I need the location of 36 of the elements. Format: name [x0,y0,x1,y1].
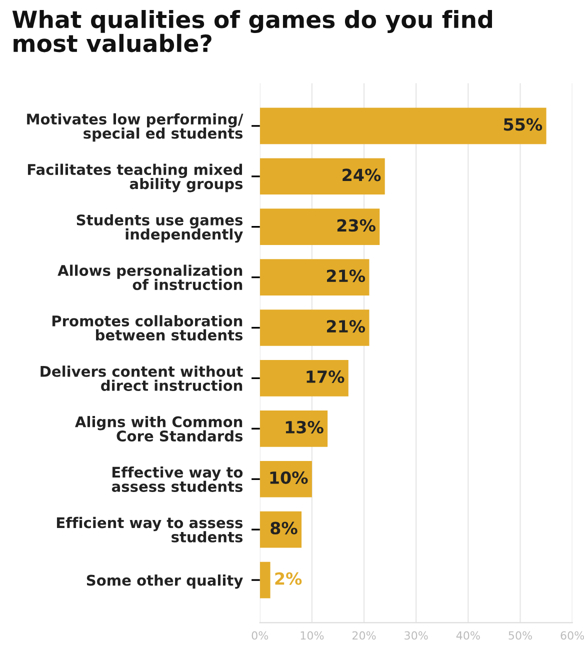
x-tick-label: 50% [508,631,532,640]
data-label: 21% [327,320,366,333]
data-label: 8% [270,522,298,534]
y-tick-label: Aligns with Common Core Standards [75,416,243,442]
bar [260,259,370,296]
x-tick-label: 10% [300,631,324,640]
bar [260,158,385,195]
data-label: 2% [275,572,302,585]
y-tick-label: Some other quality [86,574,243,589]
data-label: 23% [337,219,376,232]
y-tick-label: Delivers content without direct instruction [40,366,243,392]
x-tick-label: 0% [252,631,268,640]
data-label: 24% [342,168,381,182]
bar [260,360,348,396]
bar [260,562,270,598]
y-tick-label: Promotes collaboration between students [52,315,243,341]
bar [260,108,546,144]
bar [260,410,328,447]
bar [260,310,370,346]
y-tick-label: Motivates low performing/ special ed students [27,113,244,142]
y-tick-label: Facilitates teaching mixed ability groups [28,164,243,192]
chart-title: What qualities of games do you find most valuable? [12,10,492,52]
bar [260,208,380,246]
data-label: 55% [504,118,542,131]
y-tick-label: Effective way to assess students [112,466,243,492]
y-tick-label: Allows personalization of instruction [58,264,242,290]
y-tick-label: Efficient way to assess students [56,516,243,542]
x-tick-label: 40% [456,631,480,640]
data-label: 17% [306,370,344,384]
data-label: 13% [286,420,324,434]
x-tick-label: 20% [352,631,376,640]
x-tick-label: 30% [404,631,428,640]
data-label: 10% [270,471,308,484]
x-tick-label: 60% [560,631,584,640]
data-label: 21% [327,270,366,282]
y-tick-label: Students use games independently [76,214,243,243]
